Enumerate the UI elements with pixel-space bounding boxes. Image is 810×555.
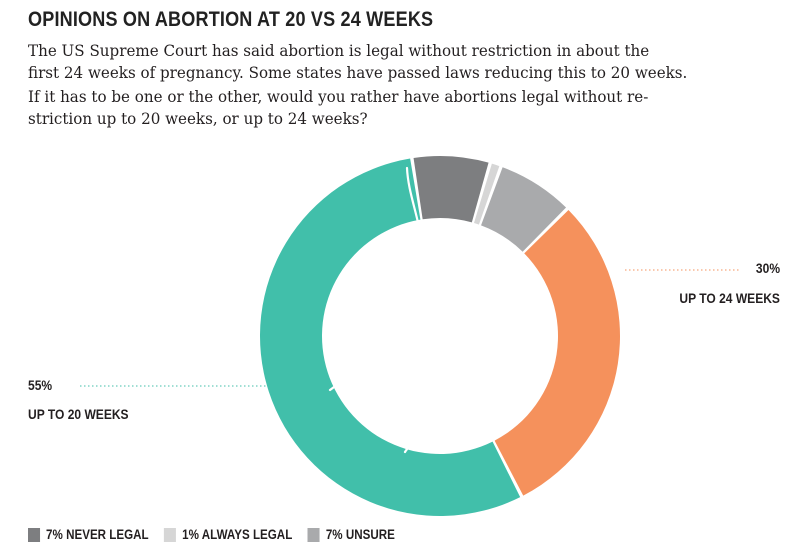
fetus-illustration [328,166,496,454]
legend-item-never-legal: 7% NEVER LEGAL [28,527,149,542]
legend-swatch [28,527,41,542]
chart-title: Opinions on abortion at 20 vs 24 weeks [28,8,433,32]
legend-swatch [164,527,177,542]
donut-slice-7-unsure [481,167,567,252]
subtitle-line-1: The US Supreme Court has said abortion i… [28,42,650,60]
leader-lines [80,269,740,387]
donut-slice-1-always-legal [474,163,500,225]
label-20-weeks-percent: 55% [28,377,53,393]
label-24-weeks-percent: 30% [755,260,780,276]
question-line-2: striction up to 20 weeks, or up to 24 we… [28,110,368,128]
legend-label: 7% UNSURE [325,527,395,542]
question-line-1: If it has to be one or the other, would … [28,88,649,106]
label-24-weeks-name: UP TO 24 WEEKS [679,290,780,306]
chart-subtitle: The US Supreme Court has said abortion i… [28,40,687,84]
legend-swatch [307,527,320,542]
subtitle-line-2: first 24 weeks of pregnancy. Some states… [28,64,688,82]
donut-slice-up-to-20-weeks [260,158,521,517]
legend-label: 1% ALWAYS LEGAL [182,527,293,542]
legend-label: 7% NEVER LEGAL [46,527,149,542]
donut-slice-7-never-legal [413,156,489,223]
chart-question: If it has to be one or the other, would … [28,86,648,130]
chart-legend: 7% NEVER LEGAL 1% ALWAYS LEGAL 7% UNSURE [28,527,410,542]
donut-slices [260,156,620,517]
donut-slice-up-to-24-weeks [494,209,620,496]
legend-item-unsure: 7% UNSURE [307,527,395,542]
legend-item-always-legal: 1% ALWAYS LEGAL [164,527,292,542]
title-text: Opinions on abortion at 20 vs 24 weeks [28,8,434,31]
label-20-weeks-name: UP TO 20 WEEKS [28,406,129,422]
